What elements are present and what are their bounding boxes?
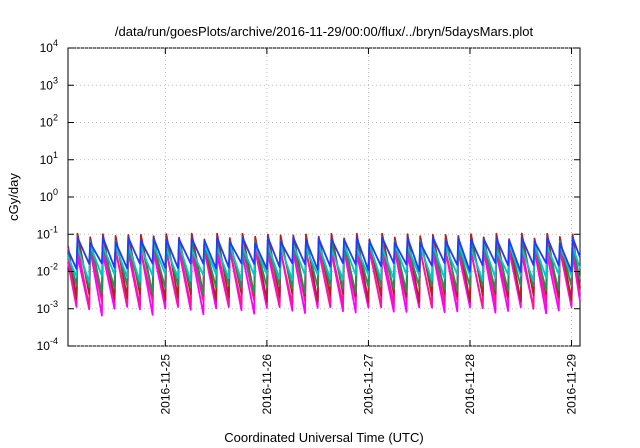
x-tick-label: 2016-11-29 [565, 354, 579, 415]
y-tick-label: 103 [40, 75, 58, 92]
y-tick-label: 10-1 [37, 224, 58, 241]
x-tick-label: 2016-11-27 [361, 354, 375, 415]
y-tick-label: 100 [40, 187, 58, 204]
series-group [67, 232, 581, 317]
y-tick-label: 104 [40, 38, 58, 55]
x-axis-label: Coordinated Universal Time (UTC) [224, 430, 423, 445]
x-tick-label: 2016-11-28 [463, 354, 477, 415]
x-tick-label: 2016-11-25 [158, 354, 172, 415]
x-axis: 2016-11-25 2016-11-26 2016-11-27 2016-11-28… [158, 48, 579, 415]
y-tick-label: 10-4 [37, 336, 58, 353]
y-axis: 10-4 10-3 10-2 10-1 100 101 102 103 104 [37, 38, 580, 353]
y-tick-label: 101 [40, 150, 58, 167]
y-tick-label: 102 [40, 113, 58, 130]
gridlines [68, 47, 580, 347]
series-line [67, 236, 581, 273]
x-tick-label: 2016-11-26 [260, 354, 274, 415]
y-tick-label: 10-3 [37, 299, 58, 316]
y-axis-label: cGy/day [6, 173, 21, 221]
y-tick-label: 10-2 [37, 262, 58, 279]
chart-title: /data/run/goesPlots/archive/2016-11-29/0… [115, 24, 534, 39]
